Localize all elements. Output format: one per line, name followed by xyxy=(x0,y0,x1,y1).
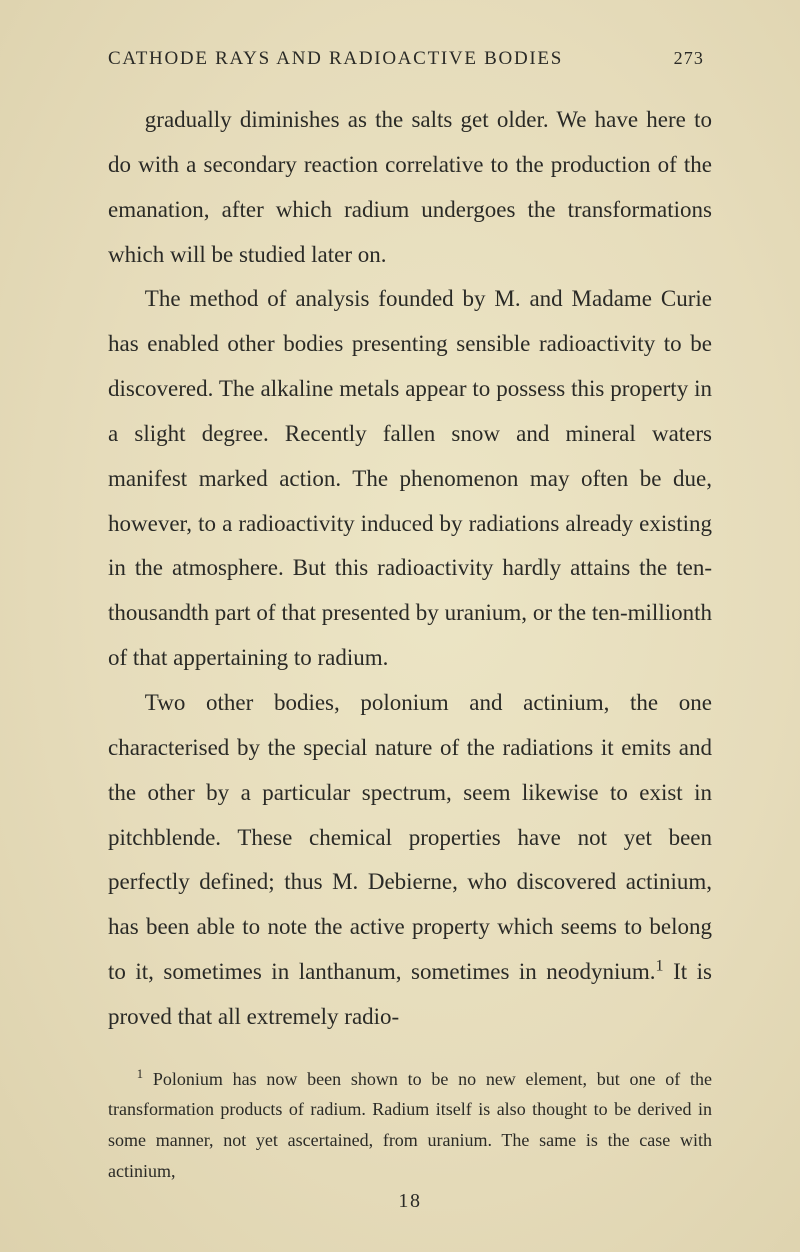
paragraph-3: Two other bodies, polonium and actinium,… xyxy=(108,681,712,1040)
running-head-title: CATHODE RAYS AND RADIOACTIVE BODIES xyxy=(108,48,563,70)
footnote-1-text: Polonium has now been shown to be no new… xyxy=(108,1069,712,1181)
footnote-ref-1: 1 xyxy=(656,957,664,974)
footnote-1: 1 Polonium has now been shown to be no n… xyxy=(108,1064,712,1186)
page: CATHODE RAYS AND RADIOACTIVE BODIES 273 … xyxy=(0,0,800,1252)
paragraph-2: The method of analysis founded by M. and… xyxy=(108,277,712,681)
paragraph-3-text-a: Two other bodies, polonium and actinium,… xyxy=(108,690,712,984)
signature-number: 18 xyxy=(108,1190,712,1213)
page-number: 273 xyxy=(674,48,704,69)
running-head: CATHODE RAYS AND RADIOACTIVE BODIES 273 xyxy=(108,48,712,70)
paragraph-1: gradually diminishes as the salts get ol… xyxy=(108,98,712,277)
